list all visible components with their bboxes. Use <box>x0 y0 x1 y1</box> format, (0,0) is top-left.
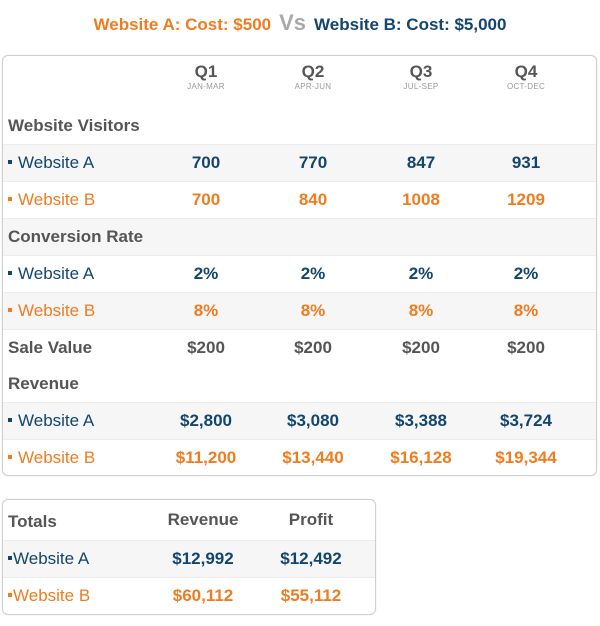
table-cell: 1209 <box>507 190 545 209</box>
table-row: Website A 2% 2% 2% 2% <box>3 256 596 292</box>
table-row: Website B $11,200 $13,440 $16,128 $19,34… <box>3 440 596 475</box>
quarter-months: JAN-MAR <box>187 82 225 91</box>
quarter-months: OCT-DEC <box>506 82 546 91</box>
quarter-label: Q3 <box>409 62 433 81</box>
table-cell: $200 <box>402 338 440 357</box>
row-label: Website A <box>8 145 94 181</box>
totals-header-row: Totals Revenue Profit <box>3 500 375 540</box>
table-cell: $200 <box>507 338 545 357</box>
table-cell: $55,112 <box>280 586 342 605</box>
column-header-revenue: Revenue <box>167 510 239 529</box>
section-title: Website Visitors <box>8 116 140 135</box>
bullet-icon <box>8 270 12 275</box>
table-cell: $2,800 <box>180 411 232 430</box>
quarter-label: Q2 <box>301 62 325 81</box>
table-cell: 2% <box>513 264 539 283</box>
table-cell: $11,200 <box>175 448 237 467</box>
row-label-text: Website A <box>18 153 95 172</box>
table-row: Website B 8% 8% 8% 8% <box>3 292 596 330</box>
table-cell: 770 <box>298 153 328 172</box>
table-cell: $3,724 <box>500 411 552 430</box>
row-label: Website A <box>8 403 94 439</box>
table-cell: 8% <box>300 301 326 320</box>
table-cell: $200 <box>294 338 332 357</box>
quarter-months: JUL-SEP <box>403 82 439 91</box>
bullet-icon <box>8 454 12 459</box>
bullet-icon <box>8 196 12 201</box>
section-row-sale-value: Sale Value $200 $200 $200 $200 <box>3 330 596 366</box>
table-cell: $12,492 <box>280 549 342 568</box>
row-label-text: Website B <box>18 190 96 209</box>
table-row: Website B $60,112 $55,112 <box>3 578 375 614</box>
table-cell: $16,128 <box>390 448 452 467</box>
section-title: Conversion Rate <box>8 227 144 246</box>
table-cell: 1008 <box>402 190 440 209</box>
table-row: Website B 700 840 1008 1209 <box>3 182 596 218</box>
quarter-header-q3: Q3 JUL-SEP <box>371 62 471 92</box>
row-label: Website A <box>8 541 89 577</box>
totals-title: Totals <box>8 512 57 531</box>
row-label-text: Website A <box>13 549 90 568</box>
bullet-icon <box>8 592 12 597</box>
quarter-header-q4: Q4 OCT-DEC <box>476 62 576 92</box>
section-title: Revenue <box>8 374 79 393</box>
section-row-revenue: Revenue <box>3 366 596 402</box>
table-cell: 8% <box>513 301 539 320</box>
section-title: Sale Value <box>8 338 93 357</box>
table-cell: $60,112 <box>172 586 234 605</box>
table-cell: 2% <box>300 264 326 283</box>
bullet-icon <box>8 159 12 164</box>
quarter-header-q1: Q1 JAN-MAR <box>156 62 256 92</box>
totals-table: Totals Revenue Profit Website A $12,992 … <box>2 499 376 615</box>
column-header-profit: Profit <box>288 510 334 529</box>
bullet-icon <box>8 307 12 312</box>
quarter-header-q2: Q2 APR-JUN <box>263 62 363 92</box>
table-cell: 700 <box>191 153 221 172</box>
row-label-text: Website A <box>18 411 95 430</box>
quarter-label: Q1 <box>194 62 218 81</box>
row-label: Website B <box>8 440 96 475</box>
row-label: Website A <box>8 256 94 292</box>
quarter-months: APR-JUN <box>294 82 332 91</box>
section-row-conversion: Conversion Rate <box>3 218 596 256</box>
table-cell: 8% <box>408 301 434 320</box>
bullet-icon <box>8 417 12 422</box>
table-cell: $200 <box>187 338 225 357</box>
table-row: Website A 700 770 847 931 <box>3 144 596 182</box>
table-cell: $3,388 <box>395 411 447 430</box>
table-cell: $12,992 <box>172 549 234 568</box>
website-b-cost-title: Website B: Cost: $5,000 <box>314 15 507 34</box>
row-label: Website B <box>8 578 90 614</box>
table-cell: $3,080 <box>287 411 339 430</box>
row-label-text: Website B <box>18 448 96 467</box>
table-cell: 847 <box>406 153 436 172</box>
row-label-text: Website A <box>18 264 95 283</box>
table-cell: 2% <box>193 264 219 283</box>
table-cell: $13,440 <box>282 448 344 467</box>
table-row: Website A $2,800 $3,080 $3,388 $3,724 <box>3 402 596 440</box>
page-header: Website A: Cost: $500 Vs Website B: Cost: … <box>0 10 600 36</box>
table-cell: 931 <box>511 153 541 172</box>
table-cell: 840 <box>298 190 328 209</box>
table-cell: 2% <box>408 264 434 283</box>
row-label: Website B <box>8 293 95 329</box>
table-cell: 700 <box>191 190 221 209</box>
table-cell: $19,344 <box>495 448 557 467</box>
website-a-cost-title: Website A: Cost: $500 <box>93 15 272 34</box>
table-cell: 8% <box>193 301 219 320</box>
row-label-text: Website B <box>13 586 91 605</box>
row-label: Website B <box>8 182 95 218</box>
row-label-text: Website B <box>18 301 96 320</box>
section-row-visitors: Website Visitors <box>3 108 596 144</box>
table-row: Website A $12,992 $12,492 <box>3 540 375 578</box>
quarterly-table: Q1 JAN-MAR Q2 APR-JUN Q3 JUL-SEP Q4 OCT-DEC … <box>2 55 597 476</box>
bullet-icon <box>8 555 12 560</box>
quarter-header-row: Q1 JAN-MAR Q2 APR-JUN Q3 JUL-SEP Q4 OCT-DEC <box>3 56 596 108</box>
vs-label: Vs <box>279 10 307 35</box>
quarter-label: Q4 <box>514 62 538 81</box>
